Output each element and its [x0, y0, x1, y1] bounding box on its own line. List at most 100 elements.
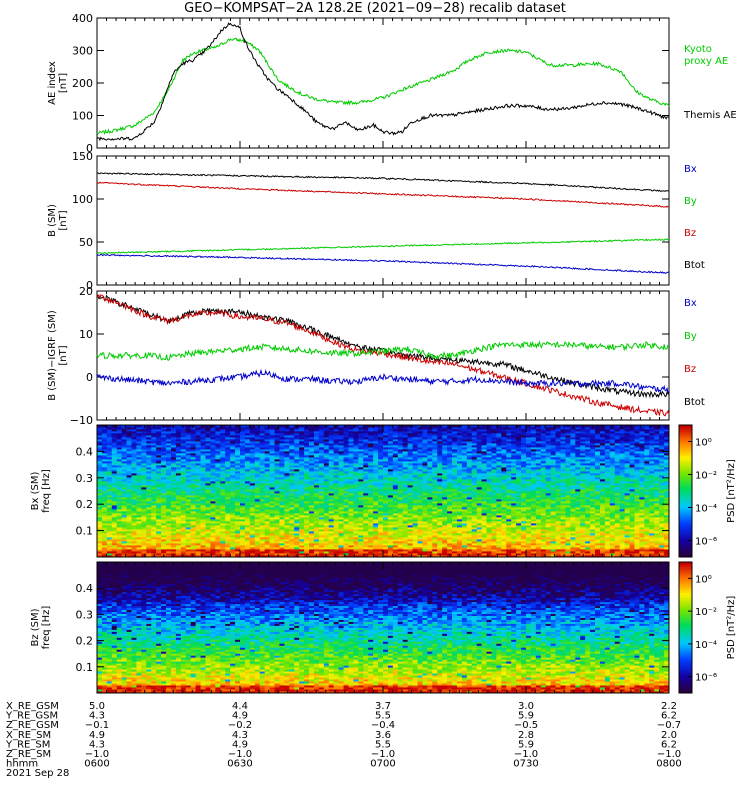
spectrogram-cell [195, 543, 201, 546]
spectrogram-cell [249, 441, 256, 444]
spectrogram-cell [151, 485, 157, 488]
spectrogram-cell [264, 521, 270, 524]
spectrogram-cell [170, 541, 177, 544]
spectrogram-cell [259, 451, 266, 454]
spectrogram-cell [161, 429, 167, 432]
spectrogram-cell [264, 469, 270, 472]
spectrogram-cell [235, 479, 241, 482]
spectrogram-cell [166, 429, 172, 432]
spectrogram-cell [244, 527, 251, 530]
spectrogram-cell [215, 457, 221, 460]
spectrogram-cell [220, 455, 226, 458]
spectrogram-cell [131, 453, 137, 456]
spectrogram-cell [235, 539, 241, 542]
spectrogram-cell [106, 511, 113, 514]
spectrogram-cell [190, 527, 197, 530]
spectrogram-cell [180, 515, 187, 518]
spectrogram-cell [141, 479, 147, 482]
spectrogram-cell [225, 501, 231, 504]
spectrogram-cell [175, 555, 182, 558]
spectrogram-cell [166, 525, 172, 528]
y-tick-label: 10 [79, 328, 93, 341]
spectrogram-cell [215, 445, 221, 448]
spectrogram-cell [259, 457, 266, 460]
spectrogram-cell [230, 499, 236, 502]
spectrogram-cell [230, 543, 236, 546]
spectrogram-cell [180, 555, 187, 558]
spectrogram-cell [230, 519, 236, 522]
spectrogram-cell [116, 471, 123, 474]
spectrogram-cell [180, 439, 187, 442]
spectrogram-cell [131, 541, 137, 544]
spectrogram-cell [106, 553, 113, 556]
spectrogram-cell [269, 479, 275, 482]
spectrogram-cell [259, 549, 266, 552]
spectrogram-cell [126, 555, 132, 558]
spectrogram-cell [101, 433, 108, 436]
spectrogram-cell [166, 523, 172, 526]
spectrogram-cell [121, 485, 127, 488]
spectrogram-cell [121, 443, 127, 446]
spectrogram-cell [205, 543, 211, 546]
spectrogram-cell [141, 425, 147, 428]
spectrogram-cell [116, 505, 123, 508]
spectrogram-cell [244, 537, 251, 540]
spectrogram-cell [190, 481, 197, 484]
spectrogram-cell [131, 487, 137, 490]
spectrogram-cell [244, 427, 251, 430]
legend-entry-kyoto: Kyoto [684, 44, 712, 55]
spectrogram-cell [259, 435, 266, 438]
spectrogram-cell [230, 485, 236, 488]
spectrogram-cell [151, 503, 157, 506]
spectrogram-cell [166, 455, 172, 458]
spectrogram-cell [180, 479, 187, 482]
spectrogram-cell [249, 453, 256, 456]
spectrogram-cell [205, 549, 211, 552]
spectrogram-cell [131, 443, 137, 446]
spectrogram-cell [220, 445, 226, 448]
spectrogram-cell [230, 469, 236, 472]
spectrogram-cell [111, 501, 118, 504]
spectrogram-cell [106, 507, 113, 510]
spectrogram-cell [195, 457, 201, 460]
spectrogram-cell [131, 435, 137, 438]
spectrogram-cell [190, 469, 197, 472]
spectrogram-cell [97, 475, 103, 478]
spectrogram-cell [166, 459, 172, 462]
spectrogram-cell [111, 527, 118, 530]
spectrogram-cell [200, 477, 206, 480]
spectrogram-cell [116, 553, 123, 556]
spectrogram-cell [185, 425, 192, 428]
spectrogram-cell [230, 487, 236, 490]
spectrogram-cell [170, 485, 177, 488]
spectrogram-cell [230, 425, 236, 428]
spectrogram-cell [180, 427, 187, 430]
spectrogram-cell [195, 517, 201, 520]
spectrogram-cell [126, 495, 132, 498]
spectrogram-cell [185, 495, 192, 498]
spectrogram-cell [146, 443, 152, 446]
spectrogram-cell [156, 537, 162, 540]
spectrogram-cell [97, 441, 103, 444]
spectrogram-cell [200, 465, 206, 468]
spectrogram-cell [97, 497, 103, 500]
spectrogram-cell [225, 429, 231, 432]
spectrogram-cell [190, 487, 197, 490]
spectrogram-cell [111, 483, 118, 486]
spectrogram-cell [225, 443, 231, 446]
spectrogram-cell [235, 537, 241, 540]
spectrogram-cell [254, 529, 261, 532]
spectrogram-cell [235, 441, 241, 444]
spectrogram-cell [240, 461, 246, 464]
spectrogram-cell [126, 535, 132, 538]
spectrogram-cell [131, 447, 137, 450]
spectrogram-cell [259, 431, 266, 434]
spectrogram-cell [225, 531, 231, 534]
spectrogram-cell [220, 491, 226, 494]
spectrogram-cell [121, 447, 127, 450]
spectrogram-cell [151, 513, 157, 516]
legend-entry-btot: Btot [684, 397, 705, 408]
spectrogram-cell [180, 465, 187, 468]
spectrogram-cell [220, 479, 226, 482]
spectrogram-cell [225, 549, 231, 552]
